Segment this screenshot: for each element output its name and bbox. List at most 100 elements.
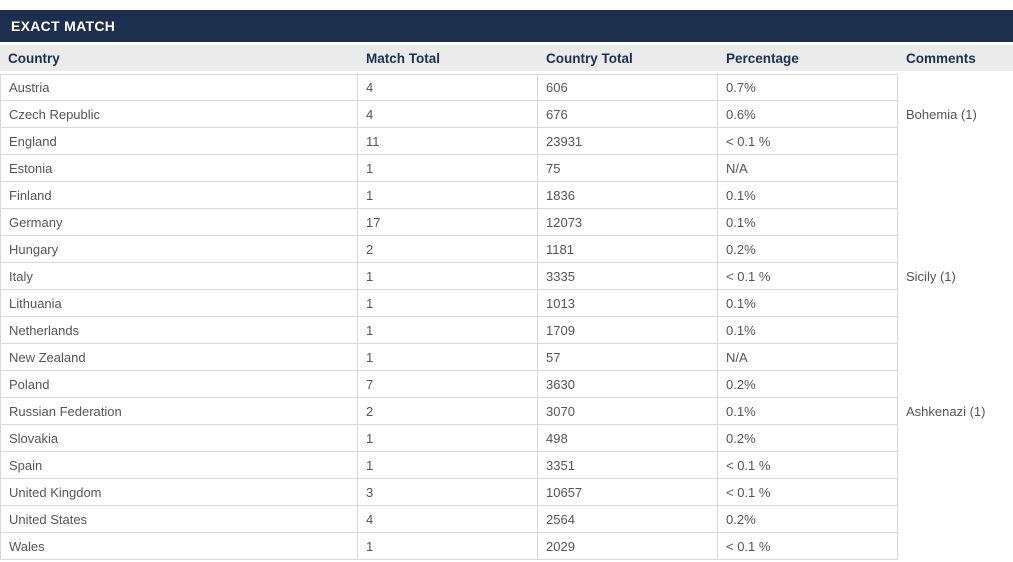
cell-country-total: 57 (538, 344, 718, 371)
cell-match-total: 3 (358, 479, 538, 506)
cell-country-total: 3070 (538, 398, 718, 425)
cell-percentage: 0.2% (718, 425, 898, 452)
table-row: Hungary 2 1181 0.2% (0, 236, 1013, 263)
cell-percentage: < 0.1 % (718, 128, 898, 155)
cell-country-total: 498 (538, 425, 718, 452)
table-row: Finland 1 1836 0.1% (0, 182, 1013, 209)
cell-match-total: 1 (358, 290, 538, 317)
cell-comments: Bohemia (1) (906, 107, 977, 122)
table-row: Spain 1 3351 < 0.1 % (0, 452, 1013, 479)
table-row: Russian Federation 2 3070 0.1% Ashkenazi (1) (0, 398, 1013, 425)
cell-comments: Ashkenazi (1) (906, 404, 986, 419)
cell-country-total: 2029 (538, 533, 718, 560)
table-row: Lithuania 1 1013 0.1% (0, 290, 1013, 317)
cell-country: Wales (0, 533, 358, 560)
cell-percentage: 0.1% (718, 398, 898, 425)
cell-percentage: N/A (718, 155, 898, 182)
cell-match-total: 1 (358, 263, 538, 290)
cell-country: Hungary (0, 236, 358, 263)
exact-match-table: Country Match Total Country Total Percen… (0, 45, 1013, 560)
cell-match-total: 1 (358, 317, 538, 344)
table-row: Germany 17 12073 0.1% (0, 209, 1013, 236)
cell-percentage: 0.2% (718, 371, 898, 398)
cell-country: New Zealand (0, 344, 358, 371)
column-header-percentage: Percentage (718, 45, 898, 74)
cell-country: Slovakia (0, 425, 358, 452)
cell-country-total: 3351 (538, 452, 718, 479)
cell-match-total: 4 (358, 101, 538, 128)
cell-comments (898, 128, 1013, 155)
cell-percentage: 0.7% (718, 74, 898, 101)
cell-country: Spain (0, 452, 358, 479)
table-body: Austria 4 606 0.7% Czech Republic 4 676 0.6% Boh… (0, 74, 1013, 560)
cell-match-total: 1 (358, 182, 538, 209)
cell-match-total: 1 (358, 452, 538, 479)
cell-percentage: 0.1% (718, 290, 898, 317)
cell-country: Germany (0, 209, 358, 236)
table-row: Czech Republic 4 676 0.6% Bohemia (1) (0, 101, 1013, 128)
cell-comments (898, 371, 1013, 398)
cell-match-total: 1 (358, 533, 538, 560)
cell-comments (898, 506, 1013, 533)
cell-percentage: 0.1% (718, 317, 898, 344)
cell-comments (898, 155, 1013, 182)
cell-country-total: 2564 (538, 506, 718, 533)
cell-comments (898, 290, 1013, 317)
cell-match-total: 4 (358, 74, 538, 101)
cell-country-total: 3335 (538, 263, 718, 290)
cell-percentage: 0.1% (718, 182, 898, 209)
cell-country-total: 12073 (538, 209, 718, 236)
table-row: Netherlands 1 1709 0.1% (0, 317, 1013, 344)
cell-comments (898, 344, 1013, 371)
cell-country: England (0, 128, 358, 155)
cell-country: Netherlands (0, 317, 358, 344)
table-row: Wales 1 2029 < 0.1 % (0, 533, 1013, 560)
cell-comments (898, 236, 1013, 263)
cell-percentage: N/A (718, 344, 898, 371)
column-header-country-total: Country Total (538, 45, 718, 74)
cell-country-total: 606 (538, 74, 718, 101)
cell-country-total: 1836 (538, 182, 718, 209)
cell-match-total: 7 (358, 371, 538, 398)
cell-comments (898, 533, 1013, 560)
cell-comments (898, 182, 1013, 209)
cell-match-total: 2 (358, 236, 538, 263)
cell-match-total: 1 (358, 425, 538, 452)
cell-country: Austria (0, 74, 358, 101)
cell-comments (898, 479, 1013, 506)
cell-comments (898, 209, 1013, 236)
cell-country: Russian Federation (0, 398, 358, 425)
cell-country: Finland (0, 182, 358, 209)
cell-country: United Kingdom (0, 479, 358, 506)
cell-match-total: 2 (358, 398, 538, 425)
table-row: United Kingdom 3 10657 < 0.1 % (0, 479, 1013, 506)
table-row: Austria 4 606 0.7% (0, 74, 1013, 101)
cell-percentage: 0.1% (718, 209, 898, 236)
cell-percentage: < 0.1 % (718, 479, 898, 506)
table-row: United States 4 2564 0.2% (0, 506, 1013, 533)
table-row: Poland 7 3630 0.2% (0, 371, 1013, 398)
cell-match-total: 17 (358, 209, 538, 236)
cell-country: United States (0, 506, 358, 533)
table-row: England 11 23931 < 0.1 % (0, 128, 1013, 155)
panel-title: EXACT MATCH (0, 10, 1013, 42)
cell-percentage: 0.2% (718, 236, 898, 263)
cell-comments (898, 74, 1013, 101)
table-row: Italy 1 3335 < 0.1 % Sicily (1) (0, 263, 1013, 290)
cell-country: Czech Republic (0, 101, 358, 128)
header-row: Country Match Total Country Total Percen… (0, 45, 1013, 74)
cell-country-total: 10657 (538, 479, 718, 506)
cell-country-total: 1709 (538, 317, 718, 344)
cell-country-total: 1013 (538, 290, 718, 317)
cell-country-total: 3630 (538, 371, 718, 398)
cell-comments (898, 452, 1013, 479)
cell-match-total: 1 (358, 344, 538, 371)
cell-country: Poland (0, 371, 358, 398)
column-header-comments: Comments (898, 45, 1013, 74)
column-header-country: Country (0, 45, 358, 74)
cell-match-total: 11 (358, 128, 538, 155)
cell-percentage: 0.2% (718, 506, 898, 533)
cell-country: Estonia (0, 155, 358, 182)
cell-match-total: 1 (358, 155, 538, 182)
cell-percentage: < 0.1 % (718, 263, 898, 290)
